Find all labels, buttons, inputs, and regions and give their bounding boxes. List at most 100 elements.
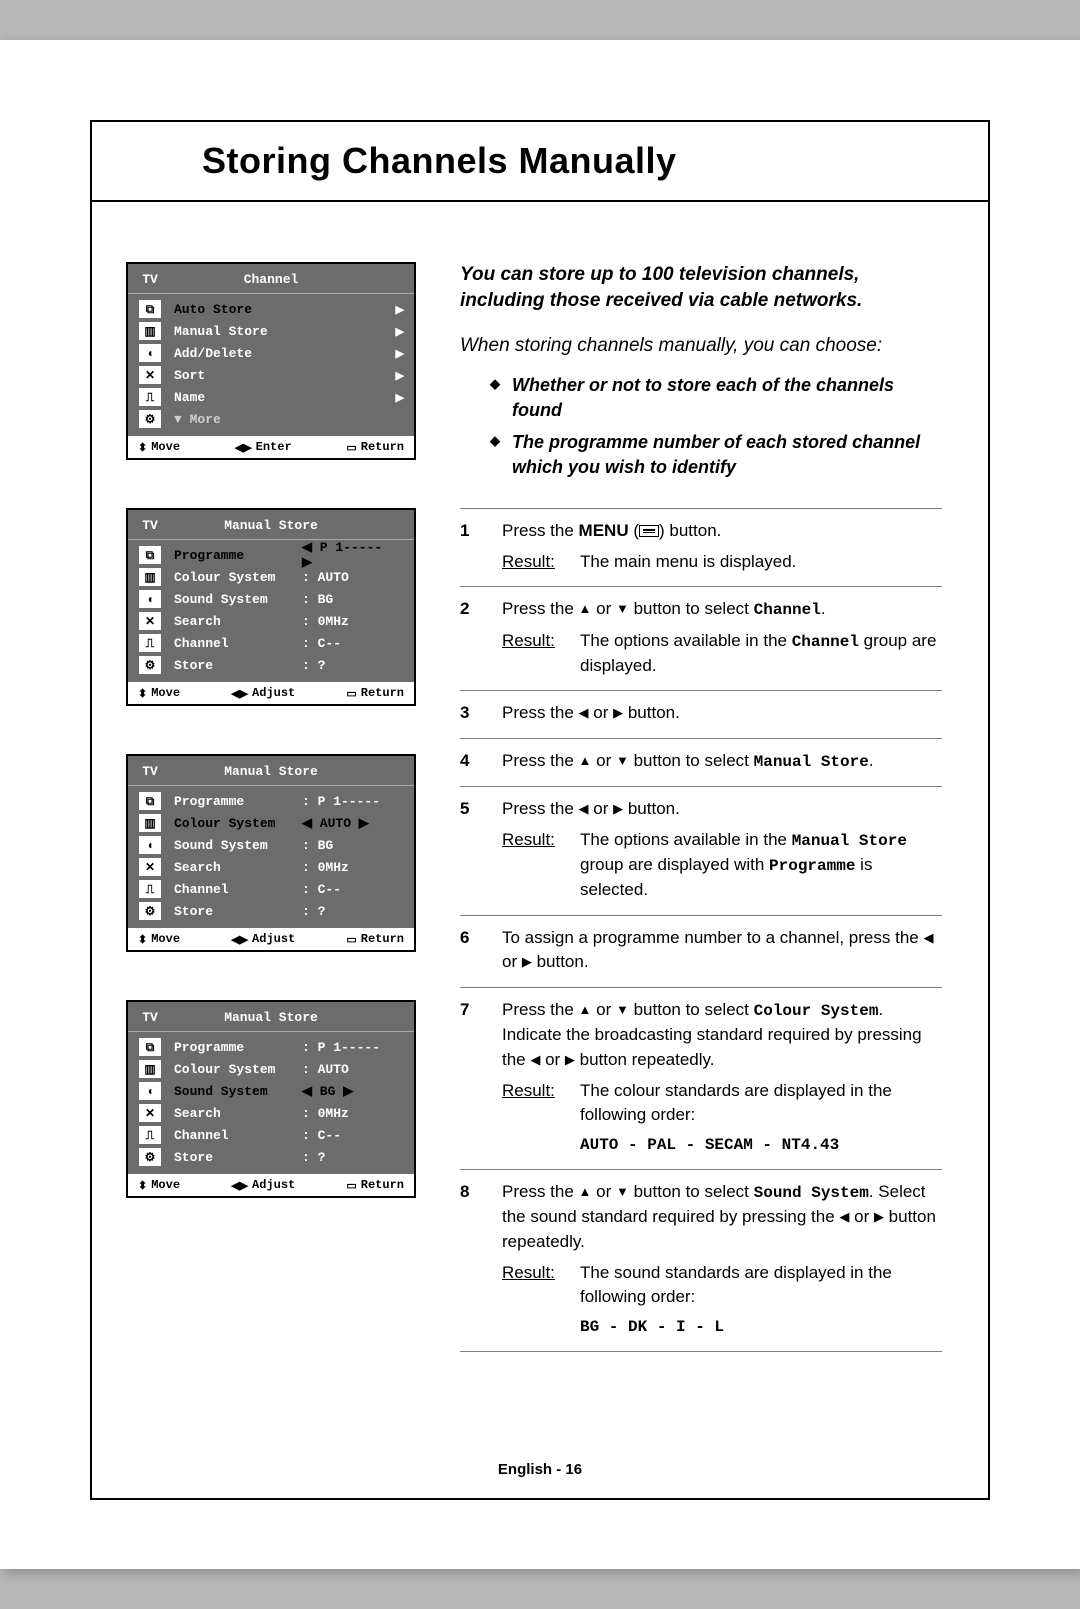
osd-row[interactable]: ⚙Store: ? — [128, 654, 414, 676]
sound-icon: ◖ — [128, 590, 172, 608]
picture-icon: ▥ — [128, 1060, 172, 1078]
step-number: 6 — [460, 926, 502, 975]
osd-row[interactable]: ✕Sort▶ — [128, 364, 414, 386]
footer-move: ⬍ Move — [138, 1178, 180, 1192]
osd-row-label: Name — [172, 390, 302, 405]
osd-row[interactable]: ⚙Store: ? — [128, 1146, 414, 1168]
step: 5Press the ◀ or ▶ button.Result:The opti… — [460, 786, 942, 915]
result-text: The main menu is displayed. — [580, 550, 942, 575]
step: 7Press the ▲ or ▼ button to select Colou… — [460, 987, 942, 1169]
channel-icon: ✕ — [128, 366, 172, 384]
osd-row[interactable]: ⚙Store: ? — [128, 900, 414, 922]
osd-row-value: : C-- — [302, 636, 388, 651]
osd-row[interactable]: ⚙▼ More — [128, 408, 414, 430]
step: 4Press the ▲ or ▼ button to select Manua… — [460, 738, 942, 786]
osd-row[interactable]: ⎍Channel: C-- — [128, 1124, 414, 1146]
step-body: Press the ◀ or ▶ button. — [502, 701, 942, 726]
function-icon: ⚙ — [128, 410, 172, 428]
result-label: Result: — [502, 1079, 580, 1128]
setup-icon: ⎍ — [128, 388, 172, 406]
osd-footer: ⬍ Move◀▶ Enter▭ Return — [128, 436, 414, 458]
submenu-arrow-icon: ▶ — [388, 347, 404, 360]
osd-row[interactable]: ⎍Name ▶ — [128, 386, 414, 408]
step-text: Press the MENU () button. — [502, 519, 942, 544]
osd-row[interactable]: ✕Search: 0MHz — [128, 1102, 414, 1124]
step-body: To assign a programme number to a channe… — [502, 926, 942, 975]
submenu-arrow-icon: ▶ — [388, 325, 404, 338]
osd-row[interactable]: ⧉Programme: P 1----- — [128, 790, 414, 812]
osd-header-title: Manual Store — [172, 1010, 414, 1025]
osd-row-label: Channel — [172, 636, 302, 651]
step-text: Press the ▲ or ▼ button to select Sound … — [502, 1180, 942, 1254]
step-number: 7 — [460, 998, 502, 1157]
osd-row-label: Sound System — [172, 838, 302, 853]
osd-row[interactable]: ▥Colour System: AUTO — [128, 1058, 414, 1080]
osd-row[interactable]: ✕Search: 0MHz — [128, 610, 414, 632]
step-text: Press the ◀ or ▶ button. — [502, 701, 942, 726]
setup-icon: ⎍ — [128, 880, 172, 898]
osd-row[interactable]: ◖Sound System◀ BG ▶ — [128, 1080, 414, 1102]
step-body: Press the ▲ or ▼ button to select Sound … — [502, 1180, 942, 1339]
osd-row-label: Manual Store — [172, 324, 302, 339]
osd-row-value: : ? — [302, 904, 388, 919]
step-text: Press the ▲ or ▼ button to select Manual… — [502, 749, 942, 774]
steps-list: 1Press the MENU () button.Result:The mai… — [460, 508, 942, 1352]
left-column: TVChannel⧉Auto Store▶▥Manual Store▶◖Add/… — [126, 262, 416, 1352]
step-text: Press the ◀ or ▶ button. — [502, 797, 942, 822]
manual-store-colour: TVManual Store⧉Programme: P 1-----▥Colou… — [126, 754, 416, 952]
channel-icon: ✕ — [128, 1104, 172, 1122]
osd-row-value: : P 1----- — [302, 794, 388, 809]
result-row: Result:The options available in the Chan… — [502, 629, 942, 679]
osd-row[interactable]: ⎍Channel: C-- — [128, 632, 414, 654]
footer-return: ▭ Return — [346, 686, 404, 700]
choose-line: When storing channels manually, you can … — [460, 335, 942, 357]
osd-tv-label: TV — [128, 518, 172, 533]
osd-row-label: Programme — [172, 548, 302, 563]
result-label: Result: — [502, 1261, 580, 1310]
step-number: 3 — [460, 701, 502, 726]
osd-header-title: Manual Store — [172, 518, 414, 533]
step-body: Press the ▲ or ▼ button to select Channe… — [502, 597, 942, 678]
osd-row[interactable]: ⧉Auto Store▶ — [128, 298, 414, 320]
footer-center: ◀▶ Adjust — [231, 1178, 295, 1192]
osd-footer: ⬍ Move◀▶ Adjust▭ Return — [128, 928, 414, 950]
osd-row[interactable]: ◖Add/Delete▶ — [128, 342, 414, 364]
osd-row-label: Programme — [172, 794, 302, 809]
submenu-arrow-icon: ▶ — [388, 391, 404, 404]
osd-row-value: ◀ AUTO ▶ — [302, 816, 388, 831]
osd-row-label: Store — [172, 904, 302, 919]
channel-icon: ✕ — [128, 858, 172, 876]
step-number: 2 — [460, 597, 502, 678]
osd-row-label: Colour System — [172, 1062, 302, 1077]
osd-row[interactable]: ✕Search: 0MHz — [128, 856, 414, 878]
right-column: You can store up to 100 television chann… — [460, 262, 942, 1352]
bullet-item: The programme number of each stored chan… — [490, 430, 942, 480]
osd-row-label: Colour System — [172, 816, 302, 831]
osd-row-value: : BG — [302, 838, 388, 853]
step-body: Press the MENU () button.Result:The main… — [502, 519, 942, 574]
osd-row[interactable]: ▥Colour System◀ AUTO ▶ — [128, 812, 414, 834]
osd-row[interactable]: ◖Sound System: BG — [128, 588, 414, 610]
osd-row-label: Sound System — [172, 592, 302, 607]
function-icon: ⚙ — [128, 1148, 172, 1166]
osd-row[interactable]: ⎍Channel: C-- — [128, 878, 414, 900]
function-icon: ⚙ — [128, 656, 172, 674]
osd-row[interactable]: ▥Colour System: AUTO — [128, 566, 414, 588]
osd-row[interactable]: ◖Sound System: BG — [128, 834, 414, 856]
osd-row[interactable]: ⧉Programme: P 1----- — [128, 1036, 414, 1058]
step: 2Press the ▲ or ▼ button to select Chann… — [460, 586, 942, 690]
osd-row-value: : 0MHz — [302, 1106, 388, 1121]
osd-header-title: Manual Store — [172, 764, 414, 779]
input-icon: ⧉ — [128, 1038, 172, 1056]
sound-icon: ◖ — [128, 1082, 172, 1100]
footer-return: ▭ Return — [346, 440, 404, 454]
result-text: The options available in the Manual Stor… — [580, 828, 942, 903]
submenu-arrow-icon: ▶ — [388, 303, 404, 316]
osd-row-label: Sort — [172, 368, 302, 383]
osd-row[interactable]: ⧉Programme◀ P 1----- ▶ — [128, 544, 414, 566]
osd-row[interactable]: ▥Manual Store▶ — [128, 320, 414, 342]
footer-move: ⬍ Move — [138, 440, 180, 454]
footer-return: ▭ Return — [346, 1178, 404, 1192]
function-icon: ⚙ — [128, 902, 172, 920]
step: 3Press the ◀ or ▶ button. — [460, 690, 942, 738]
